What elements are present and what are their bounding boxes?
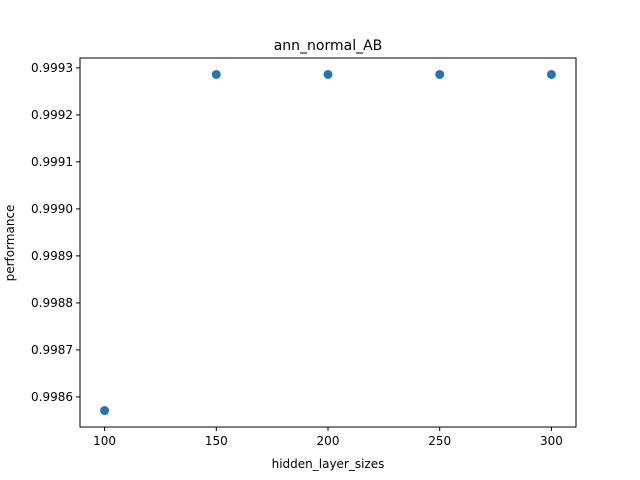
data-point [435,69,445,79]
y-axis: 0.9986 0.9987 0.9988 0.9989 0.9990 0.9991 0.99… [31,61,80,404]
y-tick-label: 0.9986 [31,390,73,404]
data-point [546,69,556,79]
y-tick-label: 0.9989 [31,249,73,263]
x-axis: 100 150 200 250 300 [93,427,563,448]
data-point [100,406,110,416]
x-tick-label: 300 [540,434,563,448]
x-axis-label: hidden_layer_sizes [272,457,385,471]
data-point [323,69,333,79]
x-tick-label: 100 [93,434,116,448]
y-tick-label: 0.9988 [31,296,73,310]
x-tick-label: 250 [428,434,451,448]
x-tick-label: 200 [317,434,340,448]
data-point [211,69,221,79]
y-tick-label: 0.9990 [31,202,73,216]
plot-area [100,69,556,416]
x-tick-label: 150 [205,434,228,448]
y-tick-label: 0.9991 [31,155,73,169]
y-tick-label: 0.9993 [31,61,73,75]
chart-title: ann_normal_AB [274,38,383,54]
y-tick-label: 0.9987 [31,343,73,357]
y-axis-label: performance [3,205,17,282]
y-tick-label: 0.9992 [31,108,73,122]
